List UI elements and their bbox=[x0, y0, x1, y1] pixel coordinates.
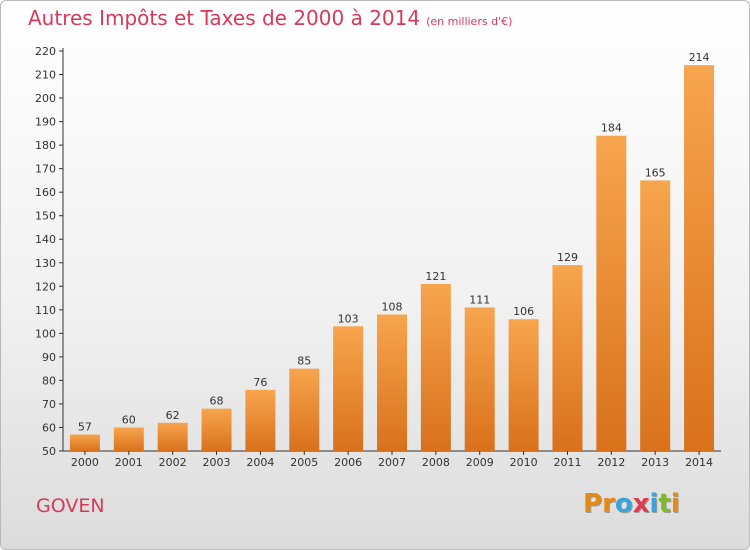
bar-value-label: 129 bbox=[557, 251, 578, 264]
y-tick-label: 130 bbox=[35, 257, 56, 270]
bar bbox=[333, 326, 364, 451]
x-tick-label: 2010 bbox=[510, 456, 538, 469]
x-tick-label: 2008 bbox=[422, 456, 450, 469]
bar-value-label: 76 bbox=[253, 376, 267, 389]
bar bbox=[245, 389, 276, 451]
x-tick-label: 2003 bbox=[203, 456, 231, 469]
y-tick-label: 210 bbox=[35, 69, 56, 82]
y-tick-label: 50 bbox=[42, 445, 56, 458]
logo-letter: t bbox=[658, 489, 671, 519]
y-tick-label: 100 bbox=[35, 327, 56, 340]
x-tick-label: 2014 bbox=[685, 456, 713, 469]
x-tick-label: 2012 bbox=[597, 456, 625, 469]
bar-value-label: 121 bbox=[425, 270, 446, 283]
y-tick-label: 70 bbox=[42, 398, 56, 411]
bar bbox=[69, 434, 100, 451]
y-tick-label: 220 bbox=[35, 45, 56, 58]
bar-value-label: 57 bbox=[78, 421, 92, 434]
bar-value-label: 62 bbox=[166, 409, 180, 422]
y-tick-label: 140 bbox=[35, 233, 56, 246]
bar-value-label: 106 bbox=[513, 305, 534, 318]
x-tick-label: 2006 bbox=[334, 456, 362, 469]
x-tick-label: 2005 bbox=[290, 456, 318, 469]
bar bbox=[596, 135, 627, 452]
bar-value-label: 214 bbox=[689, 51, 710, 64]
y-tick-label: 160 bbox=[35, 186, 56, 199]
x-tick-label: 2000 bbox=[71, 456, 99, 469]
logo-letter: i bbox=[670, 489, 680, 519]
logo-letter: o bbox=[614, 489, 633, 519]
y-tick-label: 190 bbox=[35, 116, 56, 129]
bar bbox=[289, 368, 320, 451]
x-tick-label: 2004 bbox=[246, 456, 274, 469]
y-tick-label: 120 bbox=[35, 280, 56, 293]
logo-letter: P bbox=[583, 489, 603, 519]
bar-value-label: 68 bbox=[210, 395, 224, 408]
x-tick-label: 2013 bbox=[641, 456, 669, 469]
y-tick-label: 150 bbox=[35, 210, 56, 223]
y-tick-label: 90 bbox=[42, 351, 56, 364]
bar-value-label: 103 bbox=[338, 312, 359, 325]
bar-value-label: 108 bbox=[382, 301, 403, 314]
x-tick-label: 2011 bbox=[553, 456, 581, 469]
x-tick-label: 2009 bbox=[466, 456, 494, 469]
bar-value-label: 60 bbox=[122, 413, 136, 426]
bar bbox=[640, 180, 671, 452]
bar bbox=[464, 307, 495, 451]
bar-value-label: 165 bbox=[645, 166, 666, 179]
proxiti-logo[interactable]: Proxiti bbox=[583, 489, 680, 519]
bar bbox=[552, 265, 583, 451]
bar-value-label: 111 bbox=[469, 293, 490, 306]
y-tick-label: 170 bbox=[35, 163, 56, 176]
chart-title-text: Autres Impôts et Taxes de 2000 à 2014 bbox=[28, 6, 421, 30]
y-tick-label: 110 bbox=[35, 304, 56, 317]
bar bbox=[157, 422, 188, 451]
y-tick-label: 60 bbox=[42, 421, 56, 434]
bar bbox=[113, 427, 144, 451]
chart-subtitle: (en milliers d'€) bbox=[426, 15, 513, 28]
y-tick-label: 200 bbox=[35, 92, 56, 105]
logo-letter: x bbox=[632, 489, 650, 519]
bar bbox=[508, 319, 539, 451]
bar-value-label: 85 bbox=[297, 355, 311, 368]
bar bbox=[684, 65, 715, 451]
bar bbox=[377, 314, 407, 451]
logo-letter: i bbox=[649, 489, 659, 519]
x-tick-label: 2001 bbox=[115, 456, 143, 469]
y-tick-label: 80 bbox=[42, 374, 56, 387]
bar bbox=[420, 283, 451, 451]
logo-letter: r bbox=[602, 489, 615, 519]
town-name: GOVEN bbox=[36, 495, 105, 517]
x-tick-label: 2002 bbox=[159, 456, 187, 469]
chart-title: Autres Impôts et Taxes de 2000 à 2014 (en… bbox=[28, 6, 512, 30]
bar bbox=[201, 408, 232, 451]
x-tick-label: 2007 bbox=[378, 456, 406, 469]
bar-value-label: 184 bbox=[601, 122, 622, 135]
y-tick-label: 180 bbox=[35, 139, 56, 152]
